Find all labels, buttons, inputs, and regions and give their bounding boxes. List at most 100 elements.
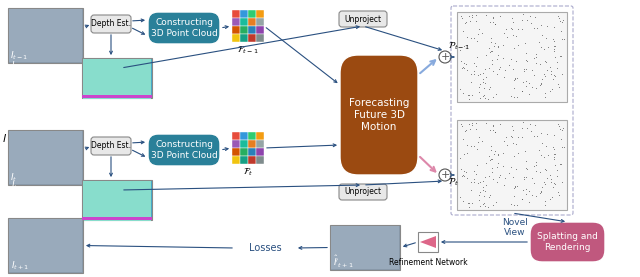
Point xyxy=(500,135,511,139)
Point xyxy=(474,27,484,31)
Circle shape xyxy=(439,51,451,63)
Point xyxy=(522,58,532,62)
Bar xyxy=(240,18,248,26)
Point xyxy=(473,181,483,186)
Point xyxy=(484,46,494,50)
Polygon shape xyxy=(420,236,436,248)
Point xyxy=(531,169,541,174)
Text: Forecasting
Future 3D
Motion: Forecasting Future 3D Motion xyxy=(349,98,409,132)
Point xyxy=(506,57,516,61)
Text: Depth Est.: Depth Est. xyxy=(91,142,131,150)
Point xyxy=(471,127,481,131)
Point xyxy=(478,202,488,206)
Point xyxy=(541,24,552,28)
Bar xyxy=(9,9,82,62)
Bar xyxy=(256,132,264,140)
Point xyxy=(539,180,549,185)
Point xyxy=(477,185,488,189)
Point xyxy=(480,204,490,208)
Point xyxy=(534,62,545,66)
FancyBboxPatch shape xyxy=(339,11,387,27)
Text: $\mathcal{P}_{t-1}$: $\mathcal{P}_{t-1}$ xyxy=(448,41,470,53)
Point xyxy=(521,67,531,71)
Point xyxy=(458,137,468,141)
Point xyxy=(485,128,495,132)
Point xyxy=(536,189,546,194)
Point xyxy=(549,73,559,78)
Point xyxy=(554,193,564,198)
Point xyxy=(492,180,502,184)
Point xyxy=(468,169,479,173)
Point xyxy=(466,180,476,184)
Point xyxy=(497,56,508,61)
Point xyxy=(518,120,528,125)
Point xyxy=(525,122,536,127)
Point xyxy=(492,161,502,165)
Point xyxy=(529,15,540,19)
Point xyxy=(456,59,467,63)
Text: Constructing
3D Point Cloud: Constructing 3D Point Cloud xyxy=(150,140,218,160)
Point xyxy=(527,193,538,197)
Point xyxy=(513,135,523,140)
Point xyxy=(545,172,556,177)
Point xyxy=(521,51,531,56)
Point xyxy=(550,55,561,60)
Bar xyxy=(248,156,256,164)
Bar xyxy=(248,34,256,42)
Point xyxy=(461,61,471,66)
Point xyxy=(476,31,486,35)
Point xyxy=(511,59,521,63)
Point xyxy=(489,152,499,157)
Point xyxy=(488,69,498,73)
Point xyxy=(458,65,468,69)
Point xyxy=(465,19,476,24)
Point xyxy=(511,167,521,171)
Bar xyxy=(8,218,83,273)
Point xyxy=(509,193,519,198)
Point xyxy=(495,65,506,69)
Point xyxy=(460,152,470,157)
Point xyxy=(548,144,558,149)
Point xyxy=(487,157,497,161)
Point xyxy=(488,123,499,128)
Point xyxy=(548,39,559,43)
Point xyxy=(513,27,523,32)
Point xyxy=(541,60,551,64)
Point xyxy=(507,16,517,20)
Point xyxy=(557,128,567,133)
Point xyxy=(554,54,564,58)
Point xyxy=(555,19,565,24)
Point xyxy=(463,200,474,205)
Bar xyxy=(240,148,248,156)
Bar xyxy=(240,140,248,148)
Point xyxy=(552,174,562,178)
Point xyxy=(540,90,550,95)
Point xyxy=(529,123,540,127)
Point xyxy=(469,180,479,184)
Point xyxy=(474,85,484,89)
Bar xyxy=(256,18,264,26)
Point xyxy=(557,145,567,150)
Point xyxy=(541,168,551,172)
FancyBboxPatch shape xyxy=(91,137,131,155)
Point xyxy=(557,71,567,76)
Point xyxy=(547,180,557,184)
Point xyxy=(559,37,569,42)
Point xyxy=(461,68,472,72)
Point xyxy=(474,198,484,202)
Point xyxy=(484,195,494,200)
Bar xyxy=(256,26,264,34)
Point xyxy=(541,132,552,136)
Bar xyxy=(256,148,264,156)
Bar xyxy=(256,140,264,148)
Point xyxy=(540,198,550,203)
Bar xyxy=(232,140,240,148)
Point xyxy=(475,72,485,76)
Point xyxy=(468,36,479,40)
Point xyxy=(547,195,557,200)
Bar xyxy=(256,156,264,164)
Point xyxy=(518,12,528,17)
Text: $I_{t+1}$: $I_{t+1}$ xyxy=(11,260,29,273)
Point xyxy=(550,74,561,79)
Point xyxy=(483,205,493,209)
